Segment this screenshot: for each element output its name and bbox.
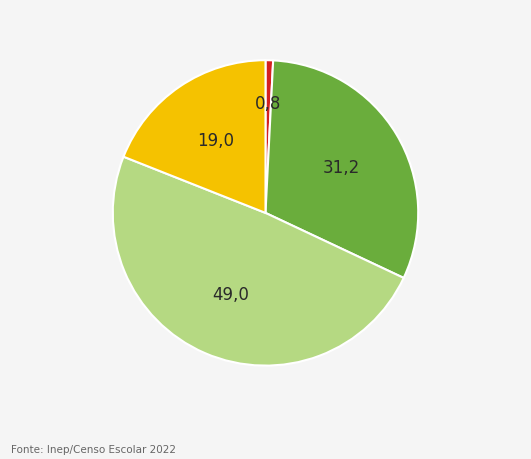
Wedge shape [124, 61, 266, 213]
Text: 49,0: 49,0 [212, 285, 249, 303]
Wedge shape [113, 157, 404, 366]
Wedge shape [266, 61, 418, 278]
Text: Fonte: Inep/Censo Escolar 2022: Fonte: Inep/Censo Escolar 2022 [11, 444, 176, 454]
Text: 0,8: 0,8 [255, 95, 281, 113]
Text: 31,2: 31,2 [323, 159, 360, 177]
Text: 19,0: 19,0 [197, 131, 234, 149]
Wedge shape [266, 61, 273, 213]
